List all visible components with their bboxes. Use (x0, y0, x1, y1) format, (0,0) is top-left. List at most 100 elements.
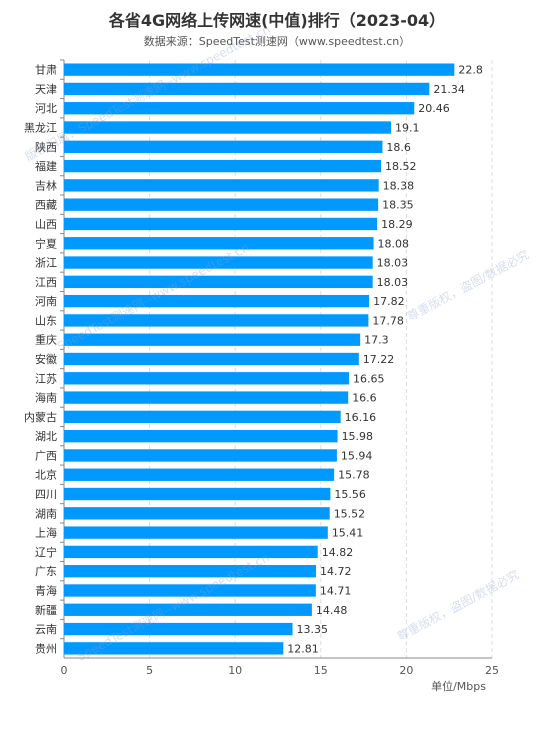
category-label: 云南 (35, 623, 57, 636)
bar (64, 507, 330, 520)
data-label: 20.46 (418, 102, 450, 115)
bar (64, 294, 370, 308)
data-label: 17.78 (372, 314, 404, 327)
x-axis-title: 单位/Mbps (431, 679, 486, 693)
category-label: 江西 (35, 276, 57, 289)
bar (64, 159, 382, 173)
bar (64, 314, 369, 327)
category-label: 甘肃 (35, 64, 57, 77)
category-label: 吉林 (35, 178, 57, 192)
data-label: 22.8 (458, 64, 483, 77)
category-label: 贵州 (35, 642, 57, 655)
data-label: 17.22 (363, 353, 395, 366)
category-label: 山东 (35, 314, 57, 327)
category-label: 广东 (35, 565, 57, 578)
bar (64, 237, 374, 250)
chart-title: 各省4G网络上传网速(中值)排行（2023-04） (108, 11, 446, 30)
category-label: 上海 (35, 526, 57, 540)
bar (64, 449, 337, 462)
category-label: 河南 (35, 295, 57, 308)
category-label: 重庆 (35, 333, 57, 347)
bar (64, 275, 373, 289)
data-label: 14.72 (320, 565, 352, 578)
data-label: 18.6 (386, 141, 411, 154)
data-label: 18.35 (382, 199, 414, 212)
bar (64, 410, 341, 424)
data-label: 15.52 (334, 507, 366, 520)
category-label: 黑龙江 (24, 122, 57, 135)
data-label: 14.71 (320, 584, 352, 597)
category-label: 福建 (35, 159, 57, 173)
bar (64, 565, 317, 578)
data-label: 17.82 (373, 295, 405, 308)
data-label: 18.52 (385, 160, 417, 173)
bar (64, 256, 373, 269)
bar (64, 372, 350, 385)
bar (64, 198, 379, 211)
data-label: 18.03 (377, 257, 409, 270)
data-label: 14.48 (316, 604, 348, 617)
x-tick-label: 15 (314, 664, 328, 677)
bar (64, 468, 335, 481)
category-label: 海南 (35, 391, 57, 405)
data-label: 15.98 (342, 430, 374, 443)
category-label: 北京 (35, 468, 57, 482)
bar (64, 121, 391, 134)
bar (64, 584, 316, 597)
data-label: 17.3 (364, 334, 389, 347)
x-tick-label: 10 (228, 664, 242, 677)
category-label: 江苏 (35, 372, 57, 385)
bar (64, 622, 293, 636)
bar (64, 429, 338, 443)
bar (64, 642, 284, 655)
category-label: 内蒙古 (24, 410, 57, 424)
data-label: 15.78 (338, 469, 370, 482)
bar (64, 526, 328, 539)
data-label: 15.94 (341, 449, 373, 462)
category-label: 安徽 (35, 352, 57, 366)
category-label: 宁夏 (35, 236, 57, 250)
category-label: 辽宁 (35, 545, 57, 559)
data-label: 18.08 (378, 237, 410, 250)
data-label: 18.03 (377, 276, 409, 289)
bar (64, 487, 331, 501)
x-tick-label: 0 (61, 664, 68, 677)
data-label: 16.16 (345, 411, 377, 424)
bar (64, 179, 379, 192)
bar (64, 352, 359, 366)
data-label: 16.6 (352, 392, 377, 405)
bar (64, 603, 312, 616)
category-label: 湖南 (35, 507, 57, 520)
data-label: 12.81 (287, 642, 319, 655)
data-label: 16.65 (353, 372, 385, 385)
data-label: 21.34 (433, 83, 465, 96)
data-label: 19.1 (395, 122, 420, 135)
data-label: 15.56 (334, 488, 366, 501)
category-label: 河北 (35, 102, 57, 115)
category-label: 四川 (35, 488, 57, 501)
data-label: 18.29 (381, 218, 413, 231)
bar (64, 391, 349, 404)
bar (64, 545, 318, 559)
category-label: 山西 (35, 218, 57, 231)
bar (64, 217, 378, 231)
x-tick-label: 5 (146, 664, 153, 677)
category-label: 西藏 (35, 199, 57, 212)
bar (64, 82, 430, 96)
x-tick-label: 20 (399, 664, 413, 677)
bar (64, 63, 455, 76)
category-label: 浙江 (35, 257, 57, 270)
chart-subtitle: 数据来源：SpeedTest测速网（www.speedtest.cn） (143, 35, 411, 48)
bar (64, 102, 415, 115)
category-label: 湖北 (35, 430, 57, 443)
category-label: 青海 (35, 583, 57, 597)
category-label: 天津 (35, 83, 57, 96)
category-label: 陕西 (35, 140, 57, 154)
bar (64, 140, 383, 153)
bar (64, 333, 361, 346)
data-label: 13.35 (297, 623, 329, 636)
data-label: 18.38 (383, 179, 415, 192)
data-label: 15.41 (332, 527, 364, 540)
x-tick-label: 25 (485, 664, 499, 677)
